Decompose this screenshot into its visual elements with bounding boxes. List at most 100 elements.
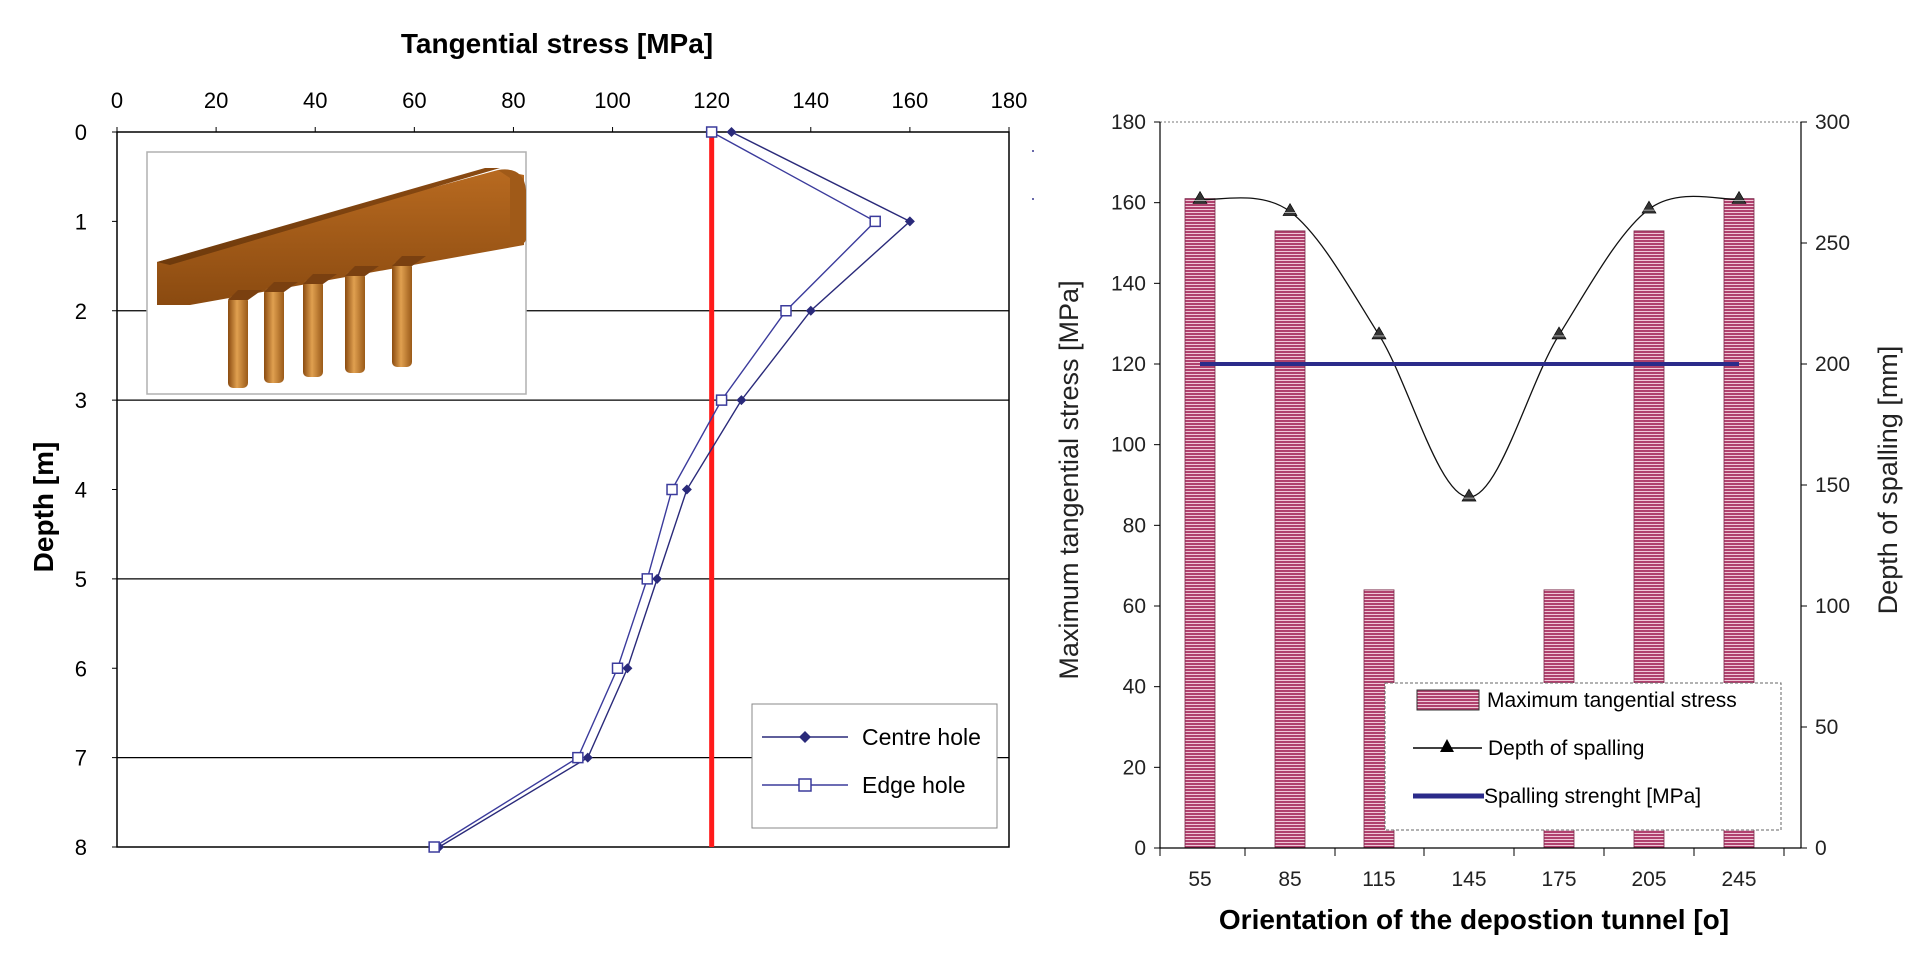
right-x-axis-title: Orientation of the depostion tunnel [o] [1219, 904, 1729, 935]
y-tick-label: 140 [1111, 272, 1146, 295]
x-tick-label: 160 [892, 88, 929, 113]
data-point-edge-hole [869, 215, 881, 228]
legend-label-depth-of-spalling: Depth of spalling [1488, 737, 1644, 760]
left-series-group [428, 126, 915, 853]
pillars [228, 256, 426, 388]
y-tick-label: 100 [1111, 434, 1146, 457]
bar-85 [1274, 230, 1306, 849]
left-legend: Centre hole Edge hole [751, 703, 998, 829]
y2-tick-label: 200 [1815, 353, 1850, 376]
data-point-centre-hole [582, 752, 593, 763]
y2-tick-label: 150 [1815, 474, 1850, 497]
x-tick-label: 145 [1451, 868, 1486, 891]
left-y-tick-labels: 0 1 2 3 4 5 6 7 8 [75, 120, 117, 860]
spalling-marker-145 [1461, 488, 1477, 502]
right-y2-axis-title: Depth of spalling [mm] [1873, 346, 1903, 615]
legend-label-edge-hole: Edge hole [862, 772, 966, 798]
spalling-marker-205 [1641, 200, 1657, 214]
y-tick-label: 160 [1111, 192, 1146, 215]
left-y-axis-title: Depth [m] [28, 442, 59, 573]
x-tick-label: 180 [991, 88, 1028, 113]
legend-label-max-tangential-stress: Maximum tangential stress [1487, 689, 1737, 712]
x-tick-label: 0 [111, 88, 123, 113]
data-point-edge-hole [666, 483, 678, 496]
data-point-edge-hole [780, 305, 792, 317]
data-point-edge-hole [611, 662, 624, 674]
legend-item-max-tangential-stress: Maximum tangential stress [1416, 689, 1737, 712]
y-tick-label: 60 [1123, 595, 1146, 618]
spalling-marker-55 [1192, 190, 1208, 204]
stray-mark [1032, 198, 1034, 200]
spalling-marker-175 [1551, 326, 1567, 340]
y2-tick-label: 300 [1815, 111, 1850, 134]
x-tick-label: 20 [204, 88, 228, 113]
legend-item-depth-of-spalling: Depth of spalling [1413, 737, 1644, 760]
x-tick-label: 115 [1362, 868, 1395, 891]
left-x-axis-title: Tangential stress [MPa] [401, 28, 713, 59]
y-tick-label: 20 [1123, 756, 1146, 779]
x-tick-label: 205 [1631, 868, 1666, 891]
data-point-edge-hole [428, 841, 440, 853]
data-point-edge-hole [705, 126, 718, 138]
data-point-centre-hole [652, 573, 663, 584]
x-tick-label: 55 [1188, 868, 1211, 891]
x-tick-label: 60 [402, 88, 426, 113]
legend-marker-square [798, 778, 812, 792]
x-tick-label: 85 [1278, 868, 1301, 891]
y2-tick-label: 100 [1815, 595, 1850, 618]
x-tick-label: 100 [594, 88, 631, 113]
right-chart: Maximum tangential stress [MPa] Depth of… [1054, 111, 1903, 935]
bar-55 [1184, 198, 1216, 849]
data-point-centre-hole [622, 663, 633, 674]
right-legend: Maximum tangential stress Depth of spall… [1384, 682, 1782, 831]
y-tick-label: 120 [1111, 353, 1146, 376]
left-chart: Tangential stress [MPa] Depth [m] 0 20 40 6… [28, 28, 1034, 860]
y-tick-label: 40 [1123, 676, 1146, 699]
right-axes-group: 0 20 40 60 80 100 120 140 160 180 0 50 100 150 200 250 3… [1111, 111, 1850, 891]
y-tick-label: 0 [75, 120, 87, 145]
y-tick-label: 3 [75, 388, 87, 413]
y-tick-label: 1 [75, 209, 87, 234]
legend-label-spalling-strength: Spalling strenght [MPa] [1484, 785, 1701, 808]
y-tick-label: 5 [75, 567, 87, 592]
x-tick-label: 120 [693, 88, 730, 113]
legend-marker-diamond [799, 731, 811, 743]
spalling-marker-85 [1282, 202, 1298, 216]
data-point-centre-hole [726, 127, 737, 137]
x-tick-label: 175 [1541, 868, 1576, 891]
depth-of-spalling-markers [1192, 190, 1747, 502]
right-y-axis-title: Maximum tangential stress [MPa] [1054, 280, 1084, 679]
data-point-centre-hole [681, 484, 692, 495]
legend-marker-triangle [1440, 739, 1454, 752]
x-tick-label: 80 [501, 88, 525, 113]
x-tick-label: 245 [1721, 868, 1756, 891]
y-tick-label: 80 [1123, 514, 1146, 537]
stray-mark [1032, 150, 1034, 152]
left-x-tick-labels: 0 20 40 60 80 100 120 140 160 180 [111, 88, 1027, 132]
inset-tunnel-diagram [146, 151, 527, 395]
y-tick-label: 6 [75, 656, 87, 681]
data-point-edge-hole [572, 751, 584, 764]
x-tick-label: 40 [303, 88, 327, 113]
data-point-centre-hole [904, 216, 915, 227]
y2-tick-label: 50 [1815, 716, 1838, 739]
y2-tick-label: 0 [1815, 837, 1827, 860]
legend-item-centre-hole: Centre hole [762, 724, 981, 750]
legend-item-edge-hole: Edge hole [762, 772, 966, 798]
legend-label-centre-hole: Centre hole [862, 724, 981, 750]
y-tick-label: 4 [75, 478, 87, 503]
y-tick-label: 180 [1111, 111, 1146, 134]
legend-item-spalling-strength: Spalling strenght [MPa] [1413, 785, 1701, 808]
y-tick-label: 2 [75, 299, 87, 324]
data-point-centre-hole [736, 395, 747, 406]
spalling-marker-245 [1731, 190, 1747, 204]
x-tick-label: 140 [792, 88, 829, 113]
data-point-edge-hole [715, 394, 728, 406]
y2-tick-label: 250 [1815, 232, 1850, 255]
data-point-centre-hole [805, 305, 816, 316]
y-tick-label: 0 [1134, 837, 1146, 860]
y-tick-label: 7 [75, 746, 87, 771]
y-tick-label: 8 [75, 835, 87, 860]
spalling-marker-115 [1371, 326, 1387, 340]
